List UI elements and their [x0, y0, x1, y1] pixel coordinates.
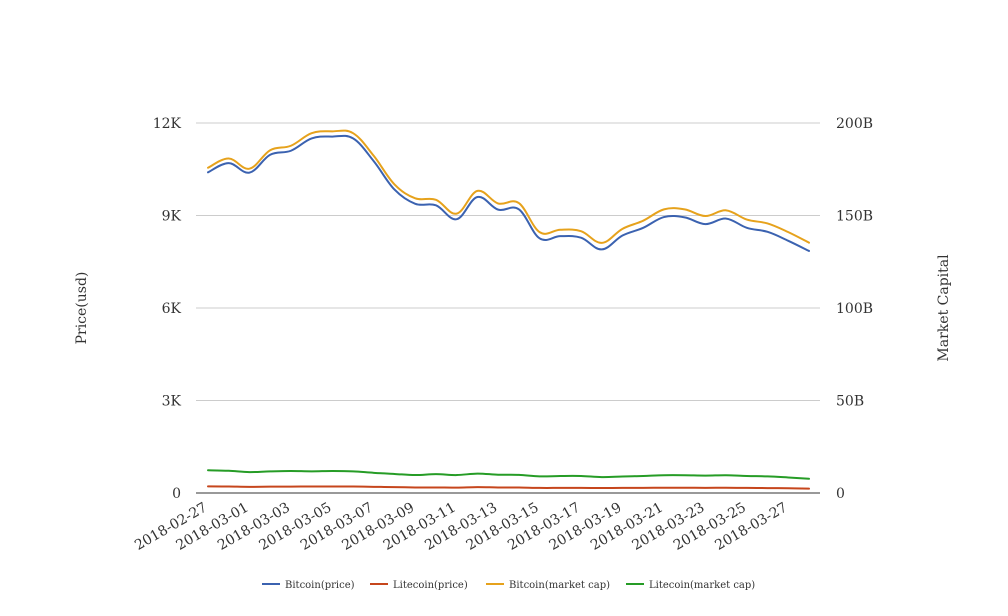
left-tick-label: 6K [162, 301, 182, 317]
left-axis-ticks: 0 3K 6K 9K 12K [153, 116, 182, 502]
left-tick-label: 12K [153, 116, 182, 132]
legend-label: Litecoin(price) [393, 580, 468, 591]
left-tick-label: 3K [162, 394, 182, 410]
series-lines [207, 129, 810, 490]
x-axis-ticks: 2018-02-272018-03-012018-03-032018-03-05… [132, 500, 790, 554]
right-tick-label: 100B [836, 301, 873, 317]
right-axis-ticks: 0 50B 100B 150B 200B [836, 116, 873, 502]
right-tick-label: 150B [836, 209, 873, 225]
series-line-bitcoin-market-cap [207, 129, 810, 244]
series-line-litecoin-price [207, 485, 810, 490]
gridlines [196, 122, 820, 494]
right-tick-label: 0 [836, 486, 845, 502]
legend: Bitcoin(price) Litecoin(price) Bitcoin(mar… [262, 580, 755, 591]
left-axis-title: Price(usd) [74, 272, 90, 345]
legend-label: Litecoin(market cap) [649, 580, 755, 591]
right-tick-label: 50B [836, 394, 864, 410]
right-tick-label: 200B [836, 116, 873, 132]
legend-label: Bitcoin(market cap) [509, 580, 610, 591]
left-tick-label: 9K [162, 209, 182, 225]
legend-label: Bitcoin(price) [285, 580, 355, 591]
right-axis-title: Market Capital [936, 254, 952, 362]
series-line-litecoin-market-cap [207, 469, 810, 480]
left-tick-label: 0 [172, 486, 181, 502]
series-line-bitcoin-price [207, 134, 810, 252]
